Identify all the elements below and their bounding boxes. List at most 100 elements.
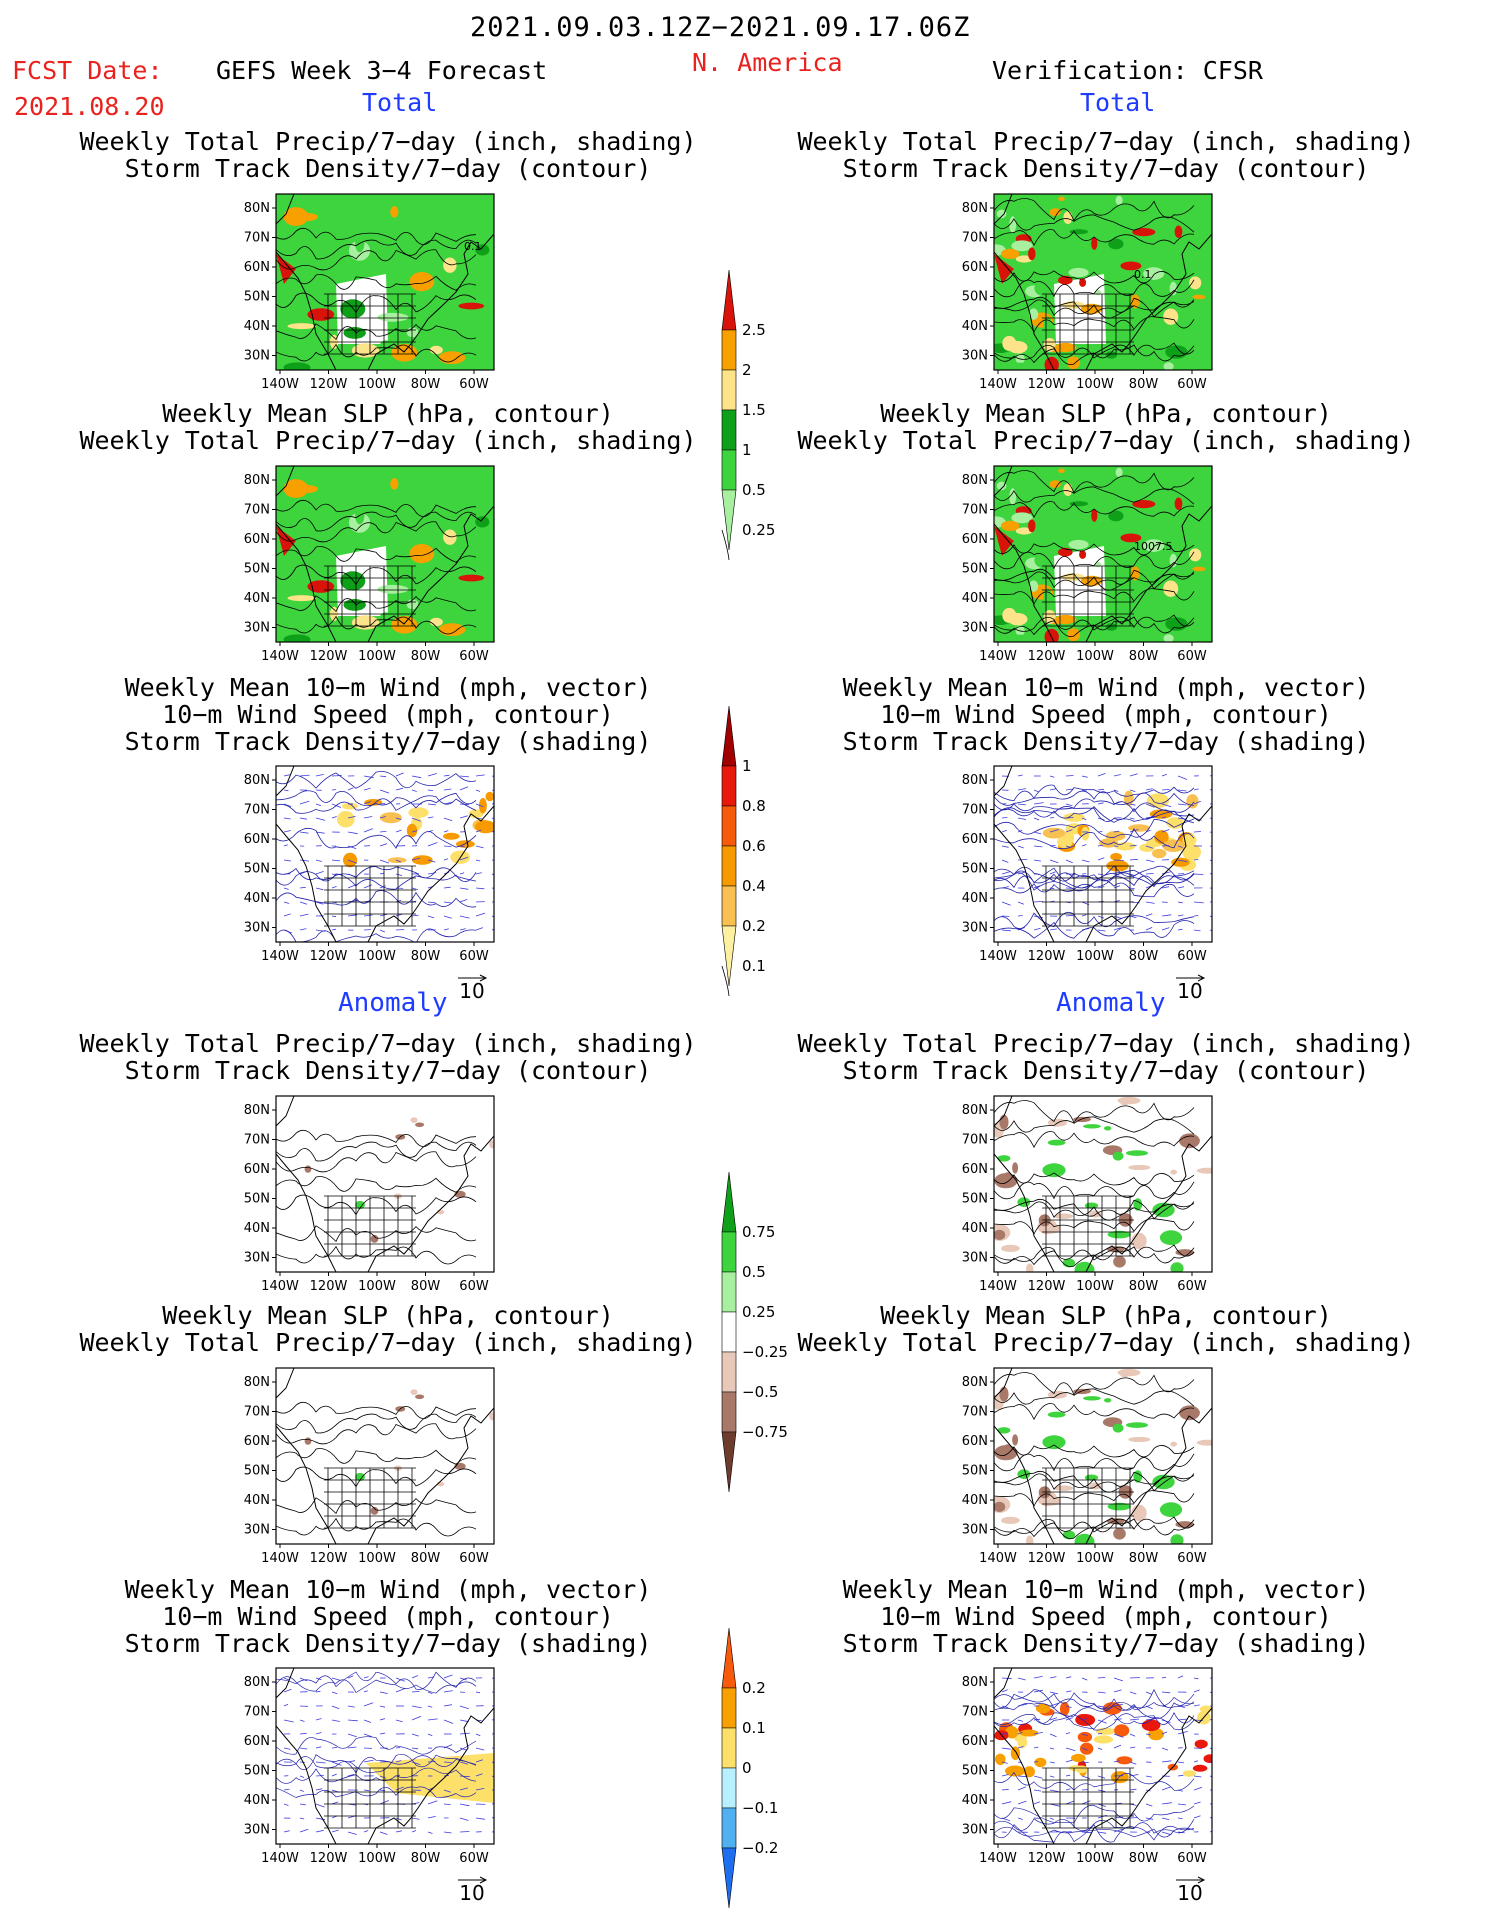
- lon-tick-label: 140W: [261, 949, 299, 964]
- lon-tick-label: 100W: [1076, 649, 1114, 664]
- title-obs-total-precip: Weekly Total Precip/7−day (inch, shading…: [797, 127, 1415, 183]
- colorbar-storm-anom: 0.2 0.1 0 −0.1 −0.2: [718, 1627, 808, 1909]
- lon-tick-label: 60W: [1177, 649, 1207, 664]
- lon-tick-label: 120W: [310, 649, 348, 664]
- lat-tick-label: 80N: [962, 473, 988, 488]
- lon-tick-label: 80W: [411, 1279, 441, 1294]
- lat-tick-label: 80N: [244, 773, 270, 788]
- lat-tick-label: 80N: [244, 1103, 270, 1118]
- lat-tick-label: 60N: [244, 532, 270, 547]
- lat-tick-label: 30N: [962, 349, 988, 364]
- lon-tick-label: 140W: [261, 1279, 299, 1294]
- lon-tick-label: 80W: [411, 649, 441, 664]
- right-anomaly-label: Anomaly: [1056, 988, 1166, 1018]
- lon-tick-label: 140W: [979, 1551, 1017, 1566]
- colorbar-tick-label: 0: [742, 1759, 752, 1777]
- vector-reference-label: 10: [1177, 979, 1202, 1003]
- lat-tick-label: 60N: [244, 1734, 270, 1749]
- lat-tick-label: 40N: [962, 1793, 988, 1808]
- lat-tick-label: 70N: [962, 803, 988, 818]
- lon-tick-label: 140W: [261, 1851, 299, 1866]
- lat-tick-label: 70N: [962, 1133, 988, 1148]
- lon-tick-label: 100W: [1076, 1551, 1114, 1566]
- colorbar-segment: [721, 1807, 737, 1849]
- lon-tick-label: 60W: [1177, 1851, 1207, 1866]
- map-obs-total-wind: 80N 70N 60N 50N 40N 30N 140W 120W 100W 80W 60W 10: [954, 760, 1232, 1003]
- lon-tick-label: 120W: [310, 1551, 348, 1566]
- lat-tick-label: 60N: [962, 1434, 988, 1449]
- map-area: [993, 765, 1213, 943]
- lat-tick-label: 80N: [962, 201, 988, 216]
- lat-tick-label: 70N: [962, 231, 988, 246]
- title-obs-anom-precip: Weekly Total Precip/7−day (inch, shading…: [797, 1029, 1415, 1085]
- lat-tick-label: 30N: [962, 1823, 988, 1838]
- colorbar-tick-label: −0.25: [742, 1343, 788, 1361]
- lon-tick-label: 100W: [1076, 949, 1114, 964]
- colorbar-tick-label: −0.2: [742, 1839, 778, 1857]
- lon-tick-label: 80W: [1129, 1851, 1159, 1866]
- lat-tick-label: 70N: [962, 503, 988, 518]
- colorbar-segment: [721, 409, 737, 451]
- lat-tick-label: 40N: [244, 591, 270, 606]
- lat-tick-label: 50N: [244, 1764, 270, 1779]
- lat-tick-label: 80N: [244, 1675, 270, 1690]
- lon-tick-label: 100W: [358, 377, 396, 392]
- map-area: [275, 1095, 495, 1273]
- lat-tick-label: 30N: [244, 1523, 270, 1538]
- title-fcst-total-slp: Weekly Mean SLP (hPa, contour) Weekly Tot…: [79, 399, 697, 455]
- lon-tick-label: 80W: [1129, 377, 1159, 392]
- lon-tick-label: 140W: [979, 377, 1017, 392]
- colorbar-segment: [721, 1431, 737, 1493]
- lon-tick-label: 120W: [1028, 1551, 1066, 1566]
- lon-tick-label: 60W: [459, 949, 489, 964]
- map-fcst-total-wind: 80N 70N 60N 50N 40N 30N 140W 120W 100W 80W 60W 10: [236, 760, 514, 1003]
- map-area: 0.1: [993, 193, 1213, 371]
- lon-tick-label: 140W: [979, 649, 1017, 664]
- map-obs-total-slp: 1007.5 80N 70N 60N 50N 40N 30N 140W 120W 100W 80W 6…: [954, 460, 1232, 696]
- lon-tick-label: 100W: [1076, 1851, 1114, 1866]
- lon-tick-label: 140W: [261, 1551, 299, 1566]
- map-obs-total-precip: 0.1 80N 70N 60N 50N 40N 30N 140W 120W 100W 80W 60W: [954, 188, 1232, 424]
- title-obs-total-slp: Weekly Mean SLP (hPa, contour) Weekly Tot…: [797, 399, 1415, 455]
- colorbar-segment: [721, 1727, 737, 1769]
- lat-tick-label: 70N: [244, 1405, 270, 1420]
- lon-tick-label: 80W: [1129, 1551, 1159, 1566]
- lat-tick-label: 70N: [244, 1705, 270, 1720]
- map-area: [275, 1667, 495, 1845]
- vector-reference-label: 10: [459, 979, 484, 1003]
- map-obs-anom-slp: 80N 70N 60N 50N 40N 30N 140W 120W 100W 80W 60W: [954, 1362, 1232, 1598]
- lat-tick-label: 50N: [244, 290, 270, 305]
- lon-tick-label: 120W: [310, 1279, 348, 1294]
- lat-tick-label: 40N: [962, 891, 988, 906]
- lon-tick-label: 120W: [310, 1851, 348, 1866]
- lat-tick-label: 50N: [962, 562, 988, 577]
- colorbar-tick-label: −0.5: [742, 1383, 778, 1401]
- map-fcst-anom-precip: 80N 70N 60N 50N 40N 30N 140W 120W 100W 80W 60W: [236, 1090, 514, 1326]
- colorbar-tick-label: 1: [742, 757, 752, 775]
- lat-tick-label: 60N: [962, 260, 988, 275]
- lat-tick-label: 50N: [962, 290, 988, 305]
- lon-tick-label: 60W: [459, 1551, 489, 1566]
- colorbar-segment: [721, 369, 737, 411]
- colorbar-tick-label: 0.2: [742, 917, 766, 935]
- lat-tick-label: 30N: [962, 921, 988, 936]
- lon-tick-label: 100W: [358, 1851, 396, 1866]
- colorbar-segment: [721, 1351, 737, 1393]
- colorbar-precip-anom: 0.75 0.5 0.25 −0.25 −0.5 −0.75: [718, 1171, 808, 1493]
- lat-tick-label: 30N: [244, 921, 270, 936]
- verification-label: Verification: CFSR: [992, 56, 1263, 85]
- lat-tick-label: 70N: [244, 1133, 270, 1148]
- lon-tick-label: 100W: [358, 1279, 396, 1294]
- colorbar-tick-label: 0.8: [742, 797, 766, 815]
- colorbar-tick-label: −0.1: [742, 1799, 778, 1817]
- colorbar-tick-label: 0.75: [742, 1223, 775, 1241]
- map-area: [275, 465, 495, 643]
- contour-value-label: 1007.5: [1134, 540, 1173, 553]
- lon-tick-label: 140W: [261, 377, 299, 392]
- forecast-title: GEFS Week 3−4 Forecast: [216, 56, 548, 85]
- contour-value-label: 0.1: [464, 240, 482, 253]
- lat-tick-label: 60N: [962, 1162, 988, 1177]
- lat-tick-label: 70N: [962, 1405, 988, 1420]
- title-fcst-anom-slp: Weekly Mean SLP (hPa, contour) Weekly Tot…: [79, 1301, 697, 1357]
- lat-tick-label: 70N: [962, 1705, 988, 1720]
